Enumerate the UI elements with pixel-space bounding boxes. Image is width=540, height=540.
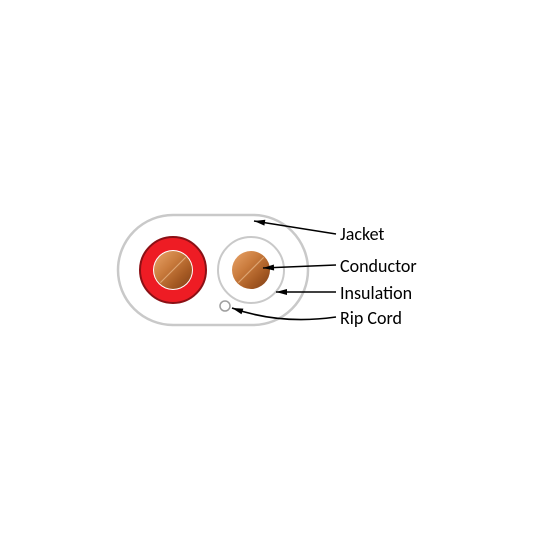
label-conductor-text: Conductor [340,255,417,277]
label-ripcord: Rip Cord [340,307,402,329]
label-conductor: Conductor [340,255,417,277]
label-insulation-text: Insulation [340,282,412,304]
diagram-svg [0,0,540,540]
label-jacket-text: Jacket [340,223,384,245]
label-jacket: Jacket [340,223,384,245]
label-insulation: Insulation [340,282,412,304]
label-ripcord-text: Rip Cord [340,307,402,329]
cable-cross-section-diagram: Jacket Conductor Insulation Rip Cord [0,0,540,540]
